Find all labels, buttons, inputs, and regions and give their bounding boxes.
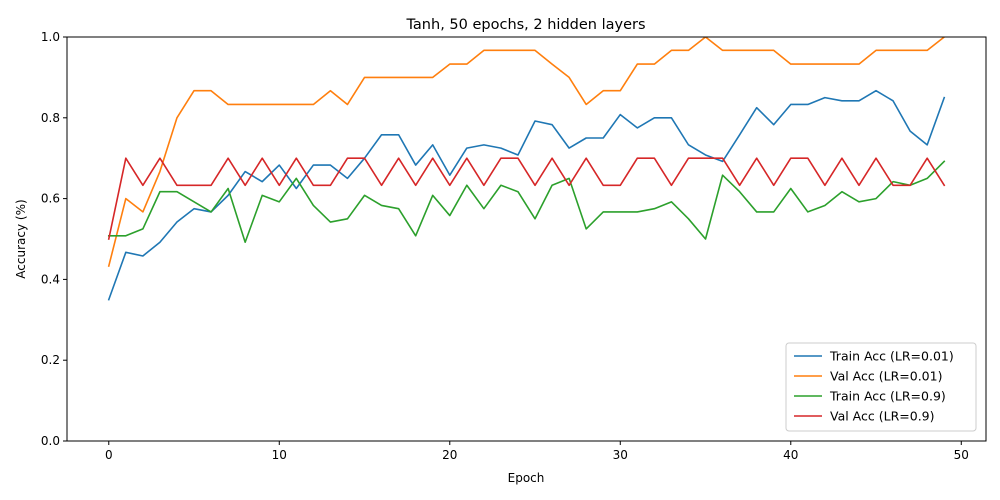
legend: Train Acc (LR=0.01) Val Acc (LR=0.01) Trai… [785,342,977,432]
x-axis-label: Epoch [508,471,545,485]
y-tick-label: 0.8 [41,111,60,125]
axes: 0 10 20 30 40 50 0.0 0.2 0.4 0.6 0.8 1.0 [41,30,987,462]
legend-label-2: Val Acc (LR=0.01) [830,369,942,384]
chart-title: Tanh, 50 epochs, 2 hidden layers [405,17,645,33]
y-tick-label: 1.0 [41,30,60,44]
y-tick-label: 0.2 [41,353,60,367]
y-tick-label: 0.0 [41,434,60,448]
legend-label-4: Val Acc (LR=0.9) [830,409,935,424]
y-tick-label: 0.6 [41,192,60,206]
y-tick-label: 0.4 [41,272,60,286]
series-line-3 [107,160,946,244]
y-axis-label: Accuracy (%) [14,199,28,278]
axes-frame [66,36,987,442]
x-tick-label: 40 [783,448,798,462]
series-line-4 [107,157,946,240]
x-tick-label: 30 [613,448,628,462]
x-tick-label: 0 [105,448,113,462]
x-tick-label: 20 [442,448,457,462]
x-tick-label: 50 [954,448,969,462]
series-line-1 [107,89,946,301]
legend-label-1: Train Acc (LR=0.01) [829,349,954,364]
plot-area [107,37,946,301]
series-lines [107,37,946,301]
x-tick-label: 10 [272,448,287,462]
legend-label-3: Train Acc (LR=0.9) [829,389,946,404]
legend-box [785,342,977,432]
series-line-2 [107,37,946,268]
